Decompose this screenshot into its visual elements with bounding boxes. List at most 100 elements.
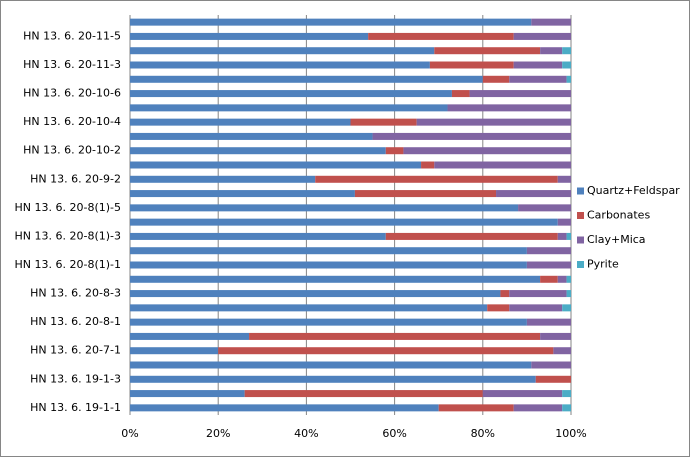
bar-segment <box>130 332 250 340</box>
x-tick-label: 0% <box>121 427 138 440</box>
bar-segment <box>566 275 571 283</box>
bar-segment <box>130 261 527 269</box>
x-tick-label: 40% <box>294 427 318 440</box>
bar-segment <box>553 347 571 355</box>
bar-segment <box>130 18 532 26</box>
bar-segment <box>540 275 558 283</box>
bar-segment <box>566 75 571 83</box>
y-tick-label: HN 13. 6. 20-8-1 <box>30 315 121 328</box>
bar-segment <box>557 218 571 226</box>
bar-segment <box>482 390 563 398</box>
bar-segment <box>372 132 571 140</box>
x-tick-label: 80% <box>471 427 495 440</box>
bar-segment <box>130 290 501 298</box>
bar-segment <box>130 304 488 312</box>
bar-segment <box>249 332 541 340</box>
bar-segment <box>513 404 563 412</box>
bar-segment <box>130 190 355 198</box>
y-tick-label: HN 13. 6. 20-8(1)-5 <box>15 201 122 214</box>
bar-segment <box>447 104 571 112</box>
bar-segment <box>557 175 571 183</box>
y-tick-label: HN 13. 6. 20-10-6 <box>23 87 121 100</box>
legend-swatch <box>577 236 584 244</box>
bar-segment <box>487 304 510 312</box>
bar-segment <box>130 247 527 255</box>
bar-segment <box>130 104 448 112</box>
y-tick-label: HN 13. 6. 19-1-1 <box>30 401 121 414</box>
bar-segment <box>130 32 369 40</box>
bar-segment <box>130 161 422 169</box>
bar-segment <box>526 247 571 255</box>
bar-segment <box>451 90 470 98</box>
bar-segment <box>130 218 558 226</box>
bar-segment <box>130 90 452 98</box>
bar-segment <box>130 390 245 398</box>
bar-segment <box>218 347 554 355</box>
y-tick-label: HN 13. 6. 20-11-5 <box>23 29 121 42</box>
bar-segment <box>368 32 514 40</box>
bar-segment <box>130 232 386 240</box>
legend-swatch <box>577 261 584 268</box>
bar-segment <box>531 361 571 369</box>
y-tick-label: HN 13. 6. 20-8-3 <box>30 287 121 300</box>
bar-segment <box>385 147 404 155</box>
bar-segment <box>535 375 571 383</box>
bar-segment <box>496 190 571 198</box>
bar-segment <box>130 361 532 369</box>
x-tick-label: 60% <box>382 427 406 440</box>
bar-segment <box>350 118 417 126</box>
bar-segment <box>482 75 510 83</box>
y-tick-label: HN 13. 6. 20-8(1)-3 <box>15 229 122 242</box>
bar-segment <box>438 404 514 412</box>
bar-segment <box>130 175 316 183</box>
bar-segment <box>509 75 567 83</box>
bar-segment <box>562 61 571 69</box>
bar-segment <box>557 275 567 283</box>
bar-segment <box>526 261 571 269</box>
bar-segment <box>562 47 571 55</box>
bar-segment <box>130 118 351 126</box>
bar-segment <box>531 18 571 26</box>
bar-segment <box>385 232 558 240</box>
bar-segment <box>557 232 567 240</box>
bar-segment <box>513 61 563 69</box>
bar-segment <box>429 61 514 69</box>
bar-segment <box>434 161 571 169</box>
y-tick-label: HN 13. 6. 20-9-2 <box>30 172 121 185</box>
y-tick-label: HN 13. 6. 20-8(1)-1 <box>15 258 122 271</box>
bar-segment <box>509 304 563 312</box>
bar-segment <box>566 232 571 240</box>
bar-segment <box>469 90 571 98</box>
bar-segment <box>130 47 435 55</box>
bar-segment <box>566 290 571 298</box>
legend-swatch <box>577 187 584 195</box>
y-tick-label: HN 13. 6. 20-10-2 <box>23 144 121 157</box>
bar-segment <box>434 47 541 55</box>
bar-segment <box>540 332 571 340</box>
bar-segment <box>509 290 567 298</box>
bar-segment <box>130 275 541 283</box>
legend-swatch <box>577 212 584 219</box>
bar-segment <box>540 47 563 55</box>
bar-segment <box>130 318 527 326</box>
bar-segment <box>562 390 571 398</box>
bar-segment <box>500 290 510 298</box>
bar-segment <box>130 404 439 412</box>
bar-segment <box>354 190 497 198</box>
y-tick-label: HN 13. 6. 19-1-3 <box>30 372 121 385</box>
bar-segment <box>130 375 536 383</box>
y-tick-label: HN 13. 6. 20-7-1 <box>30 344 121 357</box>
y-tick-label: HN 13. 6. 20-10-4 <box>23 115 121 128</box>
bar-segment <box>416 118 571 126</box>
legend-label: Clay+Mica <box>587 233 646 246</box>
bar-segment <box>130 347 219 355</box>
bar-segment <box>421 161 435 169</box>
legend-label: Pyrite <box>587 258 619 271</box>
bar-segment <box>562 304 571 312</box>
x-tick-label: 20% <box>206 427 230 440</box>
y-tick-label: HN 13. 6. 20-11-3 <box>23 58 121 71</box>
bar-segment <box>403 147 571 155</box>
bar-segment <box>130 147 386 155</box>
bar-segment <box>130 204 519 212</box>
